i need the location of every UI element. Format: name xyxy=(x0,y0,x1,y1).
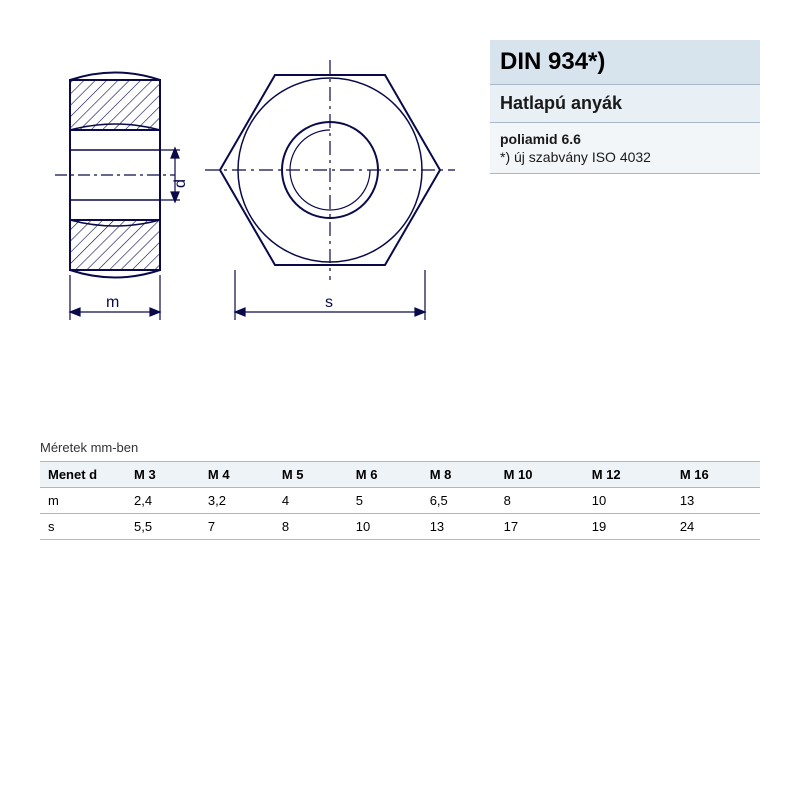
cell: 7 xyxy=(200,514,274,540)
row-label: m xyxy=(40,488,126,514)
cell: 4 xyxy=(274,488,348,514)
table-head: Menet d M 3 M 4 M 5 M 6 M 8 M 10 M 12 M … xyxy=(40,462,760,488)
technical-drawing: d m xyxy=(40,40,480,370)
dimensions-table: Menet d M 3 M 4 M 5 M 6 M 8 M 10 M 12 M … xyxy=(40,461,760,540)
col-header-label: Menet d xyxy=(40,462,126,488)
cell: 17 xyxy=(496,514,584,540)
material-note: poliamid 6.6 *) új szabvány ISO 4032 xyxy=(490,123,760,174)
top-row: d m xyxy=(40,40,760,370)
info-panel: DIN 934*) Hatlapú anyák poliamid 6.6 *) … xyxy=(490,40,760,174)
cell: 8 xyxy=(496,488,584,514)
table-row: s 5,5 7 8 10 13 17 19 24 xyxy=(40,514,760,540)
dim-s-label: s xyxy=(325,294,333,311)
product-name: Hatlapú anyák xyxy=(490,85,760,123)
cell: 2,4 xyxy=(126,488,200,514)
table-header-row: Menet d M 3 M 4 M 5 M 6 M 8 M 10 M 12 M … xyxy=(40,462,760,488)
cell: 19 xyxy=(584,514,672,540)
standard-title: DIN 934*) xyxy=(490,40,760,85)
cell: 6,5 xyxy=(422,488,496,514)
dim-d-label: d xyxy=(172,179,189,188)
cell: 5,5 xyxy=(126,514,200,540)
col-header: M 8 xyxy=(422,462,496,488)
col-header: M 10 xyxy=(496,462,584,488)
col-header: M 6 xyxy=(348,462,422,488)
table-caption: Méretek mm-ben xyxy=(40,440,760,455)
material-text: poliamid 6.6 xyxy=(500,131,750,147)
row-label: s xyxy=(40,514,126,540)
dimensions-section: Méretek mm-ben Menet d M 3 M 4 M 5 M 6 M… xyxy=(40,440,760,540)
table-row: m 2,4 3,2 4 5 6,5 8 10 13 xyxy=(40,488,760,514)
col-header: M 4 xyxy=(200,462,274,488)
cell: 3,2 xyxy=(200,488,274,514)
cell: 24 xyxy=(672,514,760,540)
page: d m xyxy=(0,0,800,800)
nut-diagram-svg: d m xyxy=(40,40,470,370)
dim-m-label: m xyxy=(106,294,119,311)
standard-note: *) új szabvány ISO 4032 xyxy=(500,149,651,165)
cell: 5 xyxy=(348,488,422,514)
col-header: M 16 xyxy=(672,462,760,488)
col-header: M 12 xyxy=(584,462,672,488)
cell: 10 xyxy=(348,514,422,540)
cell: 10 xyxy=(584,488,672,514)
col-header: M 5 xyxy=(274,462,348,488)
table-body: m 2,4 3,2 4 5 6,5 8 10 13 s 5,5 7 8 10 1… xyxy=(40,488,760,540)
cell: 8 xyxy=(274,514,348,540)
cell: 13 xyxy=(672,488,760,514)
cell: 13 xyxy=(422,514,496,540)
col-header: M 3 xyxy=(126,462,200,488)
